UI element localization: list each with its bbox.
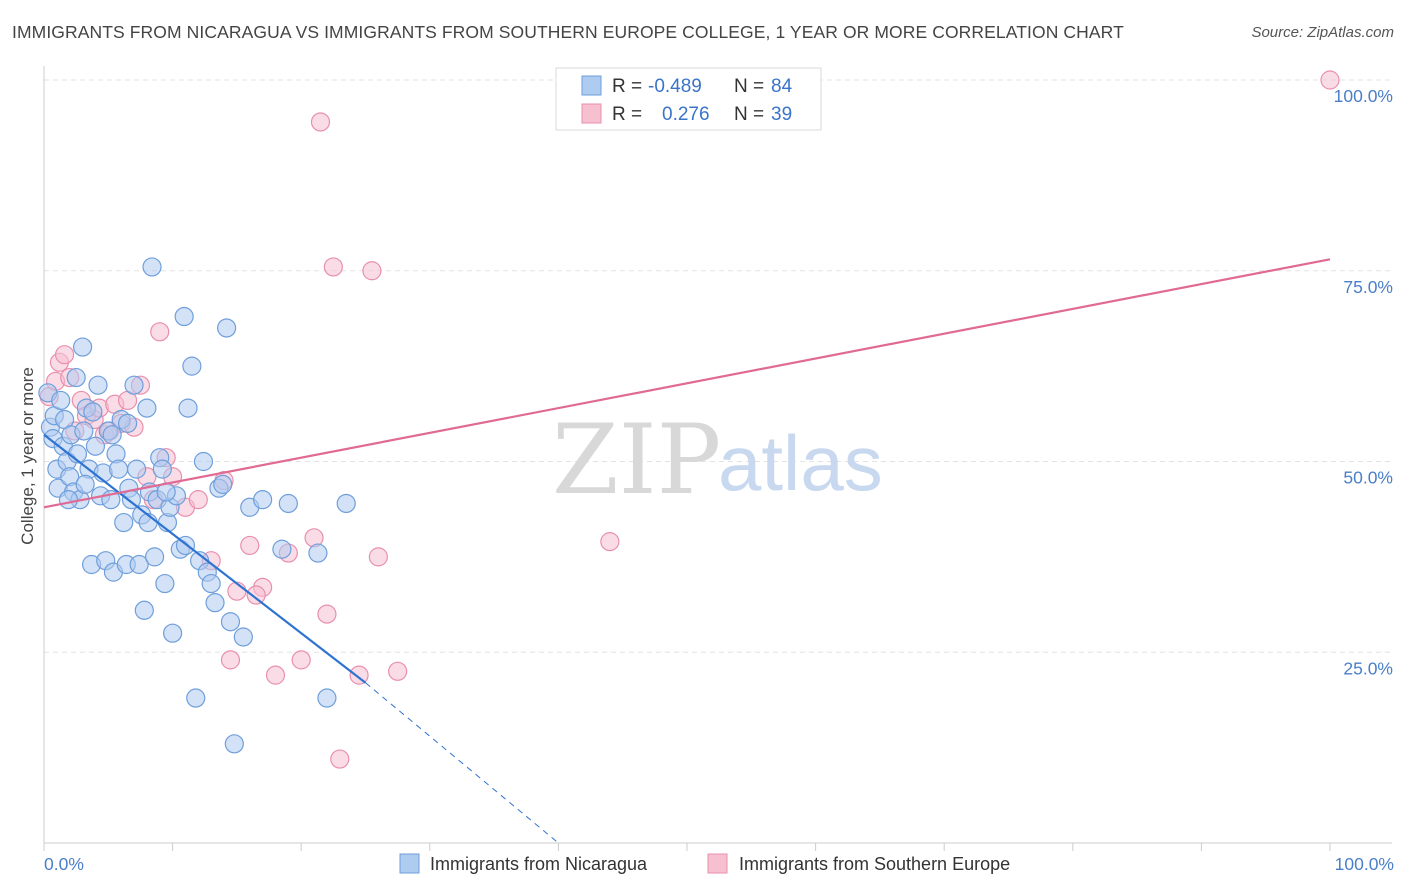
stats-legend: R = -0.489 N = 84 R = 0.276 N = 39 [555,67,822,131]
bottom-legend-label-southern-europe: Immigrants from Southern Europe [739,854,1010,874]
legend-r-value-blue: -0.489 [648,76,702,97]
y-tick-label-25: 25.0% [1343,658,1393,678]
nicaragua-point [72,337,93,357]
legend-n-label-blue: N = [734,76,764,97]
southern-europe-point [362,261,382,281]
nicaragua-point [58,490,79,510]
y-tick-label-75: 75.0% [1343,277,1393,297]
watermark-atlas: atlas [718,419,883,507]
y-tick-label-50: 50.0% [1343,468,1393,488]
nicaragua-point [186,688,206,708]
nicaragua-point [163,623,183,643]
nicaragua-point [217,318,237,338]
southern-europe-point [265,665,286,685]
bottom-legend-label-nicaragua: Immigrants from Nicaragua [430,854,648,874]
nicaragua-point [193,451,214,472]
x-tick-label-0: 0.0% [44,854,84,874]
southern-europe-point [310,112,331,132]
nicaragua-point [182,356,202,376]
watermark: ZIP atlas [552,404,883,516]
bottom-legend: Immigrants from Nicaragua Immigrants fro… [399,853,1010,874]
nicaragua-point [88,375,108,395]
nicaragua-point [51,390,71,411]
southern-europe-point [330,749,350,769]
legend-n-label-pink: N = [734,104,764,125]
nicaragua-point [205,593,225,613]
nicaragua-point [272,539,292,559]
legend-r-value-pink: 0.276 [662,104,710,125]
nicaragua-point [114,512,134,533]
nicaragua-point [278,493,298,514]
axes [43,66,1392,851]
nicaragua-point [85,436,106,456]
y-axis-label: College, 1 year or more [18,367,37,545]
nicaragua-point [117,413,138,433]
nicaragua-point [126,459,147,479]
legend-n-value-blue: 84 [771,76,793,97]
southern-europe-point [1320,70,1340,90]
southern-europe-point [54,345,75,365]
legend-r-label-blue: R = [612,76,642,97]
nicaragua-point [152,459,172,479]
nicaragua-point [137,398,157,418]
nicaragua-point [75,474,95,494]
watermark-zip: ZIP [552,404,721,516]
nicaragua-point [102,425,122,445]
nicaragua-point [74,421,94,441]
nicaragua-point [124,375,144,395]
series-nicaragua-points [38,257,356,754]
southern-europe-point [220,650,241,670]
nicaragua-point [129,554,149,575]
southern-europe-point [188,490,208,510]
southern-europe-point [246,585,266,605]
southern-europe-point [600,532,620,552]
nicaragua-point [144,547,165,567]
southern-europe-point [323,257,343,277]
southern-europe-point [291,650,311,670]
nicaragua-point [66,367,86,388]
nicaragua-point [174,306,194,327]
nicaragua-point [83,402,103,422]
chart-title: IMMIGRANTS FROM NICARAGUA VS IMMIGRANTS … [12,22,1124,42]
southern-europe-point [388,661,408,681]
nicaragua-point [253,490,273,510]
nicaragua-point [308,543,328,563]
nicaragua-point [317,688,337,708]
legend-n-value-pink: 39 [771,104,792,125]
nicaragua-point [108,459,129,479]
y-tick-labels: 25.0% 50.0% 75.0% 100.0% [1334,86,1393,678]
legend-swatch-pink [581,103,602,124]
trend-lines [43,258,1331,844]
nicaragua-trend-extension [365,682,559,844]
nicaragua-point [220,612,241,632]
y-tick-label-100: 100.0% [1334,86,1393,106]
nicaragua-trend-line [43,433,367,684]
southern-europe-point [317,604,337,624]
grid-lines [44,79,1392,653]
nicaragua-point [142,257,162,277]
source-label: Source: ZipAtlas.com [1251,24,1394,41]
nicaragua-point [178,398,198,418]
southern-europe-trend-line [43,258,1331,509]
x-tick-label-100: 100.0% [1335,854,1394,874]
bottom-legend-swatch-southern-europe [707,853,728,874]
southern-europe-point [349,665,369,685]
nicaragua-point [224,734,244,754]
southern-europe-point [368,547,388,567]
nicaragua-point [213,474,233,494]
southern-europe-point [150,322,170,342]
nicaragua-point [201,573,221,594]
nicaragua-point [155,573,175,594]
legend-swatch-blue [581,75,602,96]
nicaragua-point [336,493,356,514]
nicaragua-point [233,627,253,647]
legend-r-label-pink: R = [612,104,642,125]
x-tick-labels: 0.0% 100.0% [44,854,1394,874]
bottom-legend-swatch-nicaragua [399,853,420,874]
southern-europe-point [240,535,260,556]
nicaragua-point [134,600,154,620]
